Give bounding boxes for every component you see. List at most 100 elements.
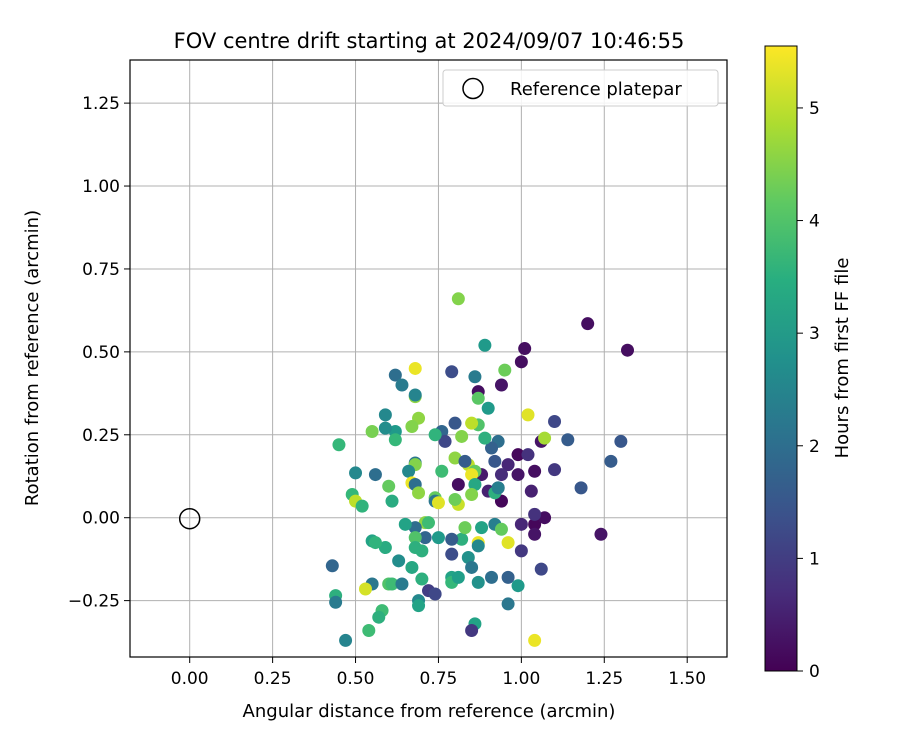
y-axis-ticks: −0.25 0.00 0.25 0.50 0.75 1.00 1.25 xyxy=(68,94,130,612)
scatter-point xyxy=(594,527,608,541)
scatter-point xyxy=(412,599,426,613)
y-tick-label: 0.00 xyxy=(82,509,120,529)
scatter-point xyxy=(405,419,419,433)
scatter-point xyxy=(398,517,412,531)
scatter-point xyxy=(385,577,399,591)
scatter-point xyxy=(548,415,562,429)
scatter-point xyxy=(494,522,508,536)
scatter-point xyxy=(428,587,442,601)
scatter-point xyxy=(528,507,542,521)
y-axis-label: Rotation from reference (arcmin) xyxy=(22,210,43,506)
scatter-point xyxy=(548,463,562,477)
x-tick-label: 0.25 xyxy=(254,669,292,689)
colorbar-tick-label: 1 xyxy=(809,549,820,569)
colorbar-tick-label: 4 xyxy=(809,212,820,232)
scatter-point xyxy=(431,496,445,510)
scatter-point xyxy=(422,516,435,530)
scatter-point xyxy=(458,521,472,535)
legend-entry-label: Reference platepar xyxy=(510,79,682,100)
scatter-point xyxy=(448,416,462,430)
y-tick-label: 1.25 xyxy=(82,94,120,114)
y-tick-label: 0.50 xyxy=(82,343,120,363)
scatter-point xyxy=(465,560,479,574)
scatter-point xyxy=(528,527,542,541)
scatter-point xyxy=(511,448,525,462)
scatter-point xyxy=(481,401,495,415)
scatter-point xyxy=(451,478,465,492)
y-tick-label: 0.25 xyxy=(82,426,120,446)
scatter-point xyxy=(372,610,386,624)
scatter-point xyxy=(621,343,634,357)
scatter-point xyxy=(408,361,422,375)
scatter-point xyxy=(332,438,346,452)
scatter-point xyxy=(485,441,499,455)
colorbar-tick-label: 0 xyxy=(809,662,820,682)
scatter-point xyxy=(471,391,485,405)
scatter-point xyxy=(528,464,542,478)
scatter-point xyxy=(329,595,343,609)
reference-platepar-marker xyxy=(178,507,201,530)
scatter-point xyxy=(428,428,442,442)
scatter-point xyxy=(325,559,339,573)
scatter-point xyxy=(448,451,462,465)
scatter-point xyxy=(408,388,422,402)
scatter-point xyxy=(614,434,628,448)
scatter-point xyxy=(501,536,515,550)
scatter-point xyxy=(471,539,485,553)
colorbar-frame xyxy=(764,45,798,672)
scatter-point xyxy=(362,623,376,637)
x-tick-label: 1.00 xyxy=(502,669,540,689)
scatter-point xyxy=(415,544,429,558)
legend-box xyxy=(442,69,719,107)
scatter-points xyxy=(325,292,634,647)
scatter-point xyxy=(538,431,552,445)
scatter-point xyxy=(349,466,363,480)
scatter-point xyxy=(468,370,482,384)
scatter-point xyxy=(471,575,485,589)
scatter-point xyxy=(524,484,538,498)
scatter-point xyxy=(448,492,462,506)
scatter-point xyxy=(355,499,369,513)
scatter-point xyxy=(528,517,542,531)
colorbar-tick-label: 3 xyxy=(809,324,820,344)
scatter-point xyxy=(478,431,492,445)
scatter-point xyxy=(581,317,595,331)
scatter-point xyxy=(378,408,392,422)
scatter-point xyxy=(501,458,515,472)
scatter-point xyxy=(561,433,575,447)
scatter-point xyxy=(385,494,399,508)
scatter-point xyxy=(431,531,445,545)
scatter-point xyxy=(494,468,508,482)
scatter-point xyxy=(511,468,525,482)
scatter-point xyxy=(465,487,479,501)
scatter-point xyxy=(501,570,515,584)
scatter-point xyxy=(455,532,469,546)
colorbar: 0 1 2 3 4 5 Hours from first FF file xyxy=(764,45,853,682)
scatter-point xyxy=(478,338,492,352)
y-tick-label: 1.00 xyxy=(82,177,120,197)
scatter-point xyxy=(408,531,422,545)
scatter-point xyxy=(365,424,379,438)
scatter-point xyxy=(465,416,479,430)
chart-title: FOV centre drift starting at 2024/09/07 … xyxy=(174,29,685,53)
scatter-point xyxy=(395,378,409,392)
scatter-point xyxy=(488,454,502,468)
scatter-point xyxy=(518,342,532,356)
scatter-point xyxy=(339,633,353,647)
legend-reference-marker xyxy=(462,77,484,100)
colorbar-gradient xyxy=(765,46,797,671)
scatter-point xyxy=(392,554,406,568)
scatter-point xyxy=(368,536,382,550)
scatter-point xyxy=(521,448,535,462)
scatter-point xyxy=(521,408,535,422)
x-tick-label: 0.00 xyxy=(171,669,209,689)
scatter-point xyxy=(395,577,409,591)
x-tick-label: 1.50 xyxy=(668,669,706,689)
scatter-point xyxy=(445,547,459,561)
scatter-point xyxy=(455,429,469,443)
scatter-point xyxy=(501,597,515,611)
scatter-point xyxy=(468,478,482,492)
scatter-point xyxy=(498,363,512,377)
colorbar-tick-label: 5 xyxy=(809,99,820,119)
